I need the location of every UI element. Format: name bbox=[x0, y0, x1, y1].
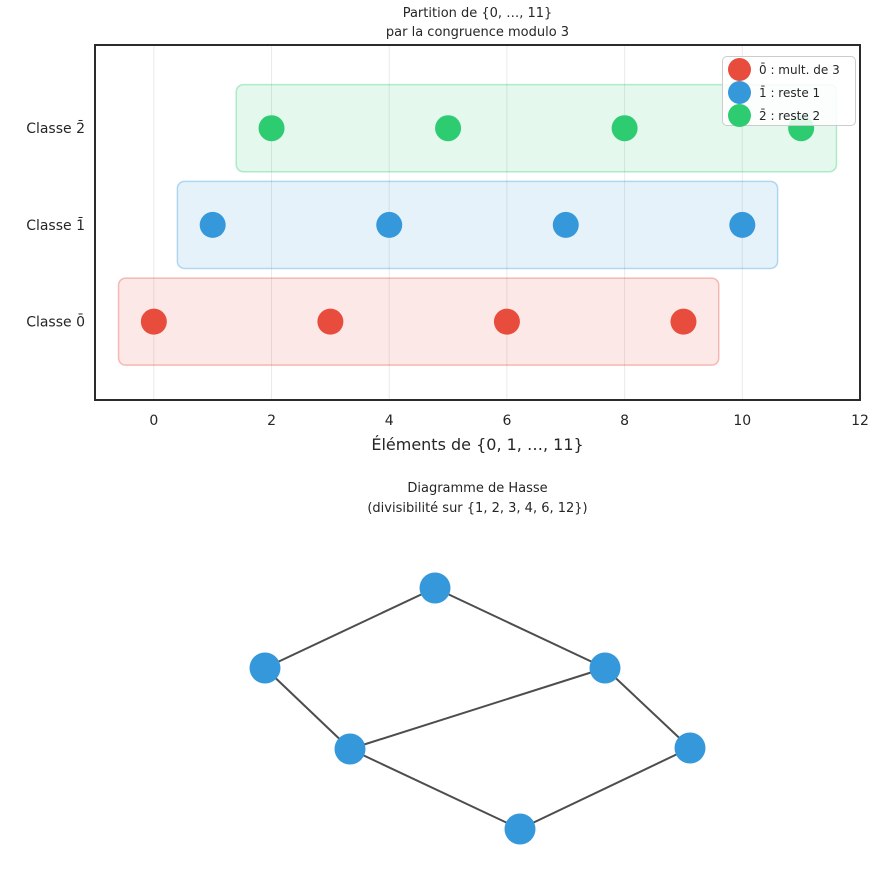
hasse-diagram-title-line1: Diagramme de Hasse bbox=[407, 481, 548, 496]
legend-item-label: 0̄ : mult. de 3 bbox=[759, 62, 840, 77]
hasse-node-4 bbox=[249, 652, 281, 684]
x-tick-label-6: 6 bbox=[502, 413, 511, 429]
scatter-dot-class1-x7 bbox=[552, 211, 579, 238]
legend-marker-icon bbox=[728, 58, 751, 81]
scatter-chart-title-line1: Partition de {0, …, 11} bbox=[402, 6, 553, 21]
legend-item-1: 1̄ : reste 1 bbox=[728, 81, 855, 104]
scatter-dot-class2-x2 bbox=[258, 115, 285, 142]
x-tick-label-2: 2 bbox=[267, 413, 276, 429]
hasse-edge-1-2 bbox=[349, 748, 521, 830]
hasse-node-12 bbox=[419, 572, 451, 604]
legend-marker-icon bbox=[728, 104, 751, 127]
x-tick-label-10: 10 bbox=[733, 413, 751, 429]
hasse-edge-4-12 bbox=[264, 587, 436, 669]
hasse-edge-2-4 bbox=[264, 667, 351, 750]
scatter-dot-class0-x3 bbox=[317, 308, 344, 335]
class-band-1 bbox=[176, 180, 779, 270]
hasse-node-6 bbox=[589, 652, 621, 684]
hasse-node-2 bbox=[334, 733, 366, 765]
y-tick-label-1: Classe 1̄ bbox=[26, 216, 85, 234]
legend-item-label: 2̄ : reste 2 bbox=[759, 108, 821, 123]
x-tick-label-12: 12 bbox=[851, 413, 869, 429]
hasse-edge-2-6 bbox=[349, 667, 606, 750]
hasse-edge-1-3 bbox=[519, 747, 691, 830]
y-tick-label-2: Classe 2̄ bbox=[26, 120, 85, 138]
legend-item-0: 0̄ : mult. de 3 bbox=[728, 58, 855, 81]
scatter-chart-title: Partition de {0, …, 11} par la congruenc… bbox=[95, 5, 860, 42]
scatter-dot-class0-x6 bbox=[493, 308, 520, 335]
scatter-dot-class2-x8 bbox=[611, 115, 638, 142]
scatter-dot-class0-x0 bbox=[140, 308, 167, 335]
scatter-dot-class1-x4 bbox=[376, 211, 403, 238]
hasse-edge-6-12 bbox=[434, 587, 606, 669]
legend-item-label: 1̄ : reste 1 bbox=[759, 85, 821, 100]
hasse-diagram-title-line2: (divisibilité sur {1, 2, 3, 4, 6, 12}) bbox=[367, 500, 588, 516]
axes-border bbox=[94, 44, 861, 401]
hasse-node-3 bbox=[674, 732, 706, 764]
hasse-edge-3-6 bbox=[604, 667, 691, 749]
class-band-2 bbox=[235, 83, 838, 173]
x-tick-label-8: 8 bbox=[620, 413, 629, 429]
x-tick-label-4: 4 bbox=[385, 413, 394, 429]
legend-marker-icon bbox=[728, 81, 751, 104]
scatter-dot-class1-x1 bbox=[199, 211, 226, 238]
scatter-dot-class2-x5 bbox=[435, 115, 462, 142]
class-band-0 bbox=[117, 277, 720, 366]
legend-box: 0̄ : mult. de 3 1̄ : reste 1 2̄ : reste 2 bbox=[722, 56, 856, 127]
hasse-node-1 bbox=[504, 813, 536, 845]
scatter-chart-title-line2: par la congruence modulo 3 bbox=[385, 24, 570, 40]
legend-item-2: 2̄ : reste 2 bbox=[728, 104, 855, 127]
x-tick-label-0: 0 bbox=[149, 413, 158, 429]
hasse-diagram-title: Diagramme de Hasse (divisibilité sur {1,… bbox=[95, 479, 860, 518]
scatter-dot-class1-x10 bbox=[729, 211, 756, 238]
y-tick-label-0: Classe 0̄ bbox=[26, 313, 85, 331]
x-axis-label: Éléments de {0, 1, …, 11} bbox=[371, 435, 584, 454]
scatter-dot-class0-x9 bbox=[670, 308, 697, 335]
